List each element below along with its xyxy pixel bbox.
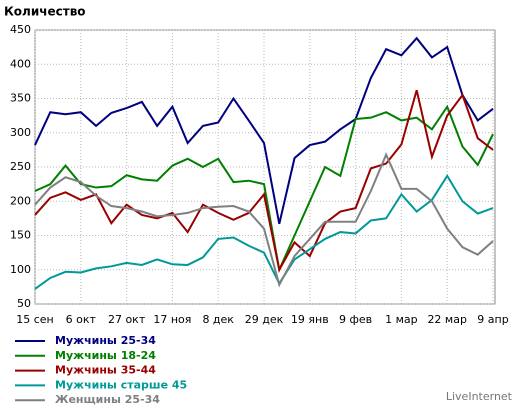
y-tick-label: 400 xyxy=(10,57,31,70)
x-tick-label: 17 ноя xyxy=(153,313,191,326)
legend-label: Женщины 25-34 xyxy=(55,393,160,405)
legend-label: Мужчины старше 45 xyxy=(55,378,187,391)
x-tick-label: 19 янв xyxy=(291,313,329,326)
x-tick-label: 22 мар xyxy=(427,313,467,326)
x-tick-label: 8 дек xyxy=(202,313,234,326)
series-line xyxy=(34,152,494,288)
footer: LiveInternet xyxy=(446,390,513,403)
legend-label: Мужчины 35-44 xyxy=(55,364,156,377)
x-tick-label: 9 апр xyxy=(477,313,508,326)
y-tick-label: 150 xyxy=(10,229,31,242)
legend-label: Мужчины 25-34 xyxy=(55,334,156,347)
series-line xyxy=(34,174,494,290)
y-tick-label: 250 xyxy=(10,160,31,173)
y-tick-label: 50 xyxy=(17,297,31,310)
chart-title: Количество xyxy=(4,5,86,19)
legend-label: Мужчины 18-24 xyxy=(55,349,156,362)
series-line xyxy=(34,104,494,274)
y-tick-label: 300 xyxy=(10,126,31,139)
x-tick-label: 27 окт xyxy=(108,313,146,326)
series-line xyxy=(34,36,494,225)
y-tick-label: 350 xyxy=(10,92,31,105)
x-tick-label: 6 окт xyxy=(66,313,97,326)
x-tick-label: 29 дек xyxy=(245,313,284,326)
x-tick-label: 1 мар xyxy=(385,313,418,326)
x-tick-label: 15 сен xyxy=(16,313,54,326)
y-tick-label: 100 xyxy=(10,263,31,276)
series-line xyxy=(34,90,494,273)
y-tick-label: 200 xyxy=(10,194,31,207)
y-tick-label: 450 xyxy=(10,23,31,36)
x-tick-label: 9 фев xyxy=(339,313,372,326)
